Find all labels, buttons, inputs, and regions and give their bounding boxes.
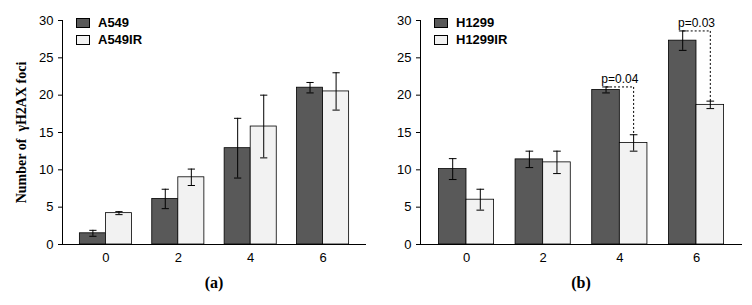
svg-text:10: 10	[397, 162, 411, 177]
svg-text:25: 25	[39, 50, 53, 65]
svg-text:10: 10	[39, 162, 53, 177]
svg-text:Number of γH2AX foci: Number of γH2AX foci	[14, 62, 29, 204]
svg-text:5: 5	[46, 199, 53, 214]
svg-text:6: 6	[319, 250, 326, 265]
svg-text:4: 4	[616, 250, 623, 265]
svg-text:6: 6	[693, 250, 700, 265]
html-text:A549: A549	[98, 15, 130, 30]
svg-text:0: 0	[102, 250, 109, 265]
svg-text:2: 2	[175, 250, 182, 265]
html-text:(a): (a)	[204, 274, 224, 291]
html-text:H1299IR: H1299IR	[456, 32, 508, 47]
html-text:A549IR: A549IR	[98, 32, 143, 47]
svg-text:2: 2	[540, 250, 547, 265]
svg-text:4: 4	[247, 250, 254, 265]
svg-text:5: 5	[404, 199, 411, 214]
svg-text:p=0.04: p=0.04	[601, 72, 638, 86]
svg-text:30: 30	[39, 13, 53, 28]
svg-text:0: 0	[463, 250, 470, 265]
svg-text:0: 0	[404, 237, 411, 252]
svg-text:15: 15	[39, 125, 53, 140]
svg-text:p=0.03: p=0.03	[678, 16, 715, 30]
html-text:H1299: H1299	[456, 15, 495, 30]
svg-text:30: 30	[397, 13, 411, 28]
svg-text:20: 20	[39, 87, 53, 102]
svg-text:0: 0	[46, 237, 53, 252]
svg-text:15: 15	[397, 125, 411, 140]
svg-text:20: 20	[397, 87, 411, 102]
svg-text:25: 25	[397, 50, 411, 65]
html-text:(b): (b)	[571, 274, 591, 291]
